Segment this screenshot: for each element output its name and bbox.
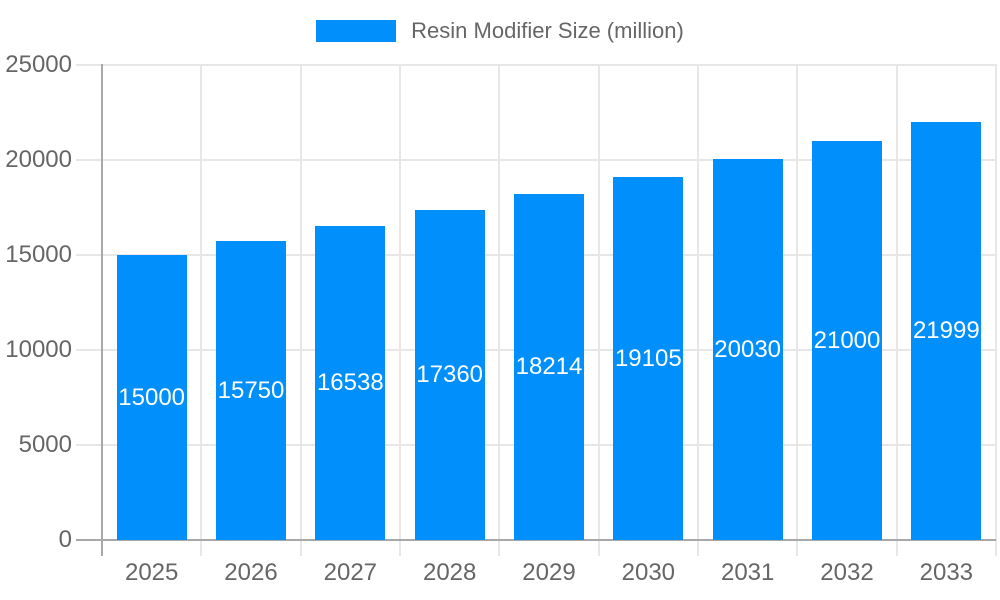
x-axis-label: 2027 — [323, 559, 378, 586]
y-axis-tick — [76, 254, 102, 256]
legend-label: Resin Modifier Size (million) — [411, 18, 684, 43]
y-axis-label: 0 — [58, 526, 72, 553]
bar-2029[interactable] — [514, 194, 584, 540]
legend-swatch-icon — [316, 20, 397, 42]
x-axis-tick — [995, 540, 997, 556]
x-gridline — [995, 64, 997, 540]
y-axis-label: 5000 — [18, 431, 72, 458]
y-axis-line — [101, 64, 103, 556]
x-axis-label: 2026 — [224, 559, 278, 586]
y-axis-label: 15000 — [5, 241, 72, 268]
y-axis-tick — [76, 64, 102, 66]
x-gridline — [796, 64, 799, 540]
x-axis-tick — [498, 540, 501, 556]
x-axis-label: 2025 — [124, 559, 179, 586]
y-axis-label: 25000 — [5, 51, 72, 78]
bar-2026[interactable] — [216, 241, 286, 540]
x-gridline — [498, 64, 501, 540]
x-axis-tick — [299, 540, 302, 556]
bar-2025[interactable] — [116, 255, 187, 540]
x-axis-tick — [796, 540, 799, 556]
y-axis-tick — [76, 349, 102, 351]
x-axis-label: 2032 — [820, 559, 874, 586]
x-axis-label: 2029 — [522, 559, 576, 586]
x-axis-label: 2031 — [720, 559, 775, 586]
x-axis-label: 2033 — [919, 559, 974, 586]
bar-2032[interactable] — [812, 141, 882, 540]
x-axis-tick — [200, 540, 203, 556]
x-gridline — [299, 64, 302, 540]
bar-2031[interactable] — [712, 159, 783, 540]
y-axis-tick — [76, 159, 102, 161]
x-gridline — [697, 64, 699, 540]
x-gridline — [895, 64, 898, 540]
x-axis-tick — [399, 540, 401, 556]
bar-2030[interactable] — [613, 177, 684, 540]
y-axis-label: 20000 — [5, 146, 72, 173]
bar-2028[interactable] — [414, 210, 485, 540]
y-axis-tick — [76, 444, 102, 446]
bar-2027[interactable] — [315, 226, 386, 540]
y-gridline — [102, 159, 996, 161]
y-axis-label: 10000 — [5, 336, 72, 363]
bar-2033[interactable] — [911, 122, 982, 540]
x-axis-tick — [597, 540, 600, 556]
x-axis-label: 2030 — [621, 559, 676, 586]
legend[interactable]: Resin Modifier Size (million) — [0, 18, 1000, 44]
x-axis-tick — [697, 540, 699, 556]
x-gridline — [399, 64, 401, 540]
x-axis-line — [76, 539, 996, 541]
x-axis-tick — [895, 540, 898, 556]
x-gridline — [597, 64, 600, 540]
x-gridline — [200, 64, 203, 540]
y-gridline — [102, 64, 996, 66]
x-axis-label: 2028 — [422, 559, 477, 586]
